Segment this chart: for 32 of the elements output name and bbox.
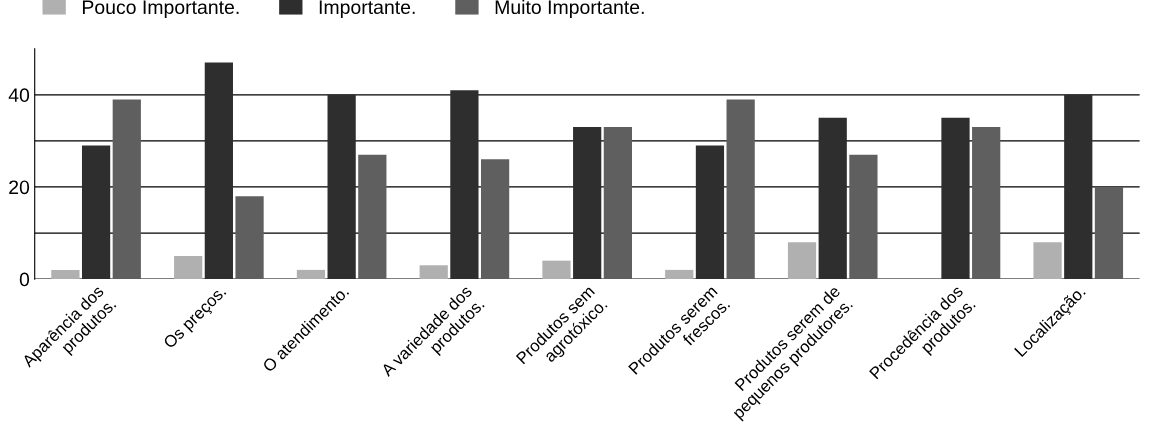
legend-label: Importante. bbox=[319, 0, 415, 18]
bar bbox=[1094, 186, 1124, 280]
bar bbox=[695, 145, 725, 280]
bar bbox=[573, 127, 602, 280]
bar bbox=[726, 99, 755, 280]
bar bbox=[941, 117, 970, 280]
legend-label: Muito Importante. bbox=[495, 0, 644, 18]
bar bbox=[1064, 94, 1093, 280]
bar bbox=[112, 99, 141, 280]
bar bbox=[174, 256, 203, 280]
bar bbox=[818, 117, 847, 280]
bar bbox=[419, 265, 448, 280]
bar bbox=[450, 90, 479, 280]
bar bbox=[849, 154, 878, 280]
bar bbox=[787, 242, 817, 280]
bar bbox=[480, 159, 510, 280]
bar bbox=[603, 127, 632, 280]
bar bbox=[665, 269, 694, 280]
bar bbox=[51, 269, 80, 280]
y-tick-label: 0 bbox=[19, 272, 30, 287]
bar bbox=[327, 94, 356, 280]
bar bbox=[204, 62, 233, 280]
bar bbox=[358, 154, 387, 280]
bar bbox=[972, 127, 1001, 280]
bar bbox=[235, 196, 264, 280]
y-tick-label: 40 bbox=[8, 88, 30, 103]
bar bbox=[542, 260, 571, 280]
y-tick-label: 20 bbox=[9, 180, 30, 195]
bar bbox=[1033, 242, 1062, 280]
bar bbox=[81, 145, 111, 280]
legend-label: Pouco Importante. bbox=[82, 0, 239, 18]
bar bbox=[296, 269, 326, 280]
